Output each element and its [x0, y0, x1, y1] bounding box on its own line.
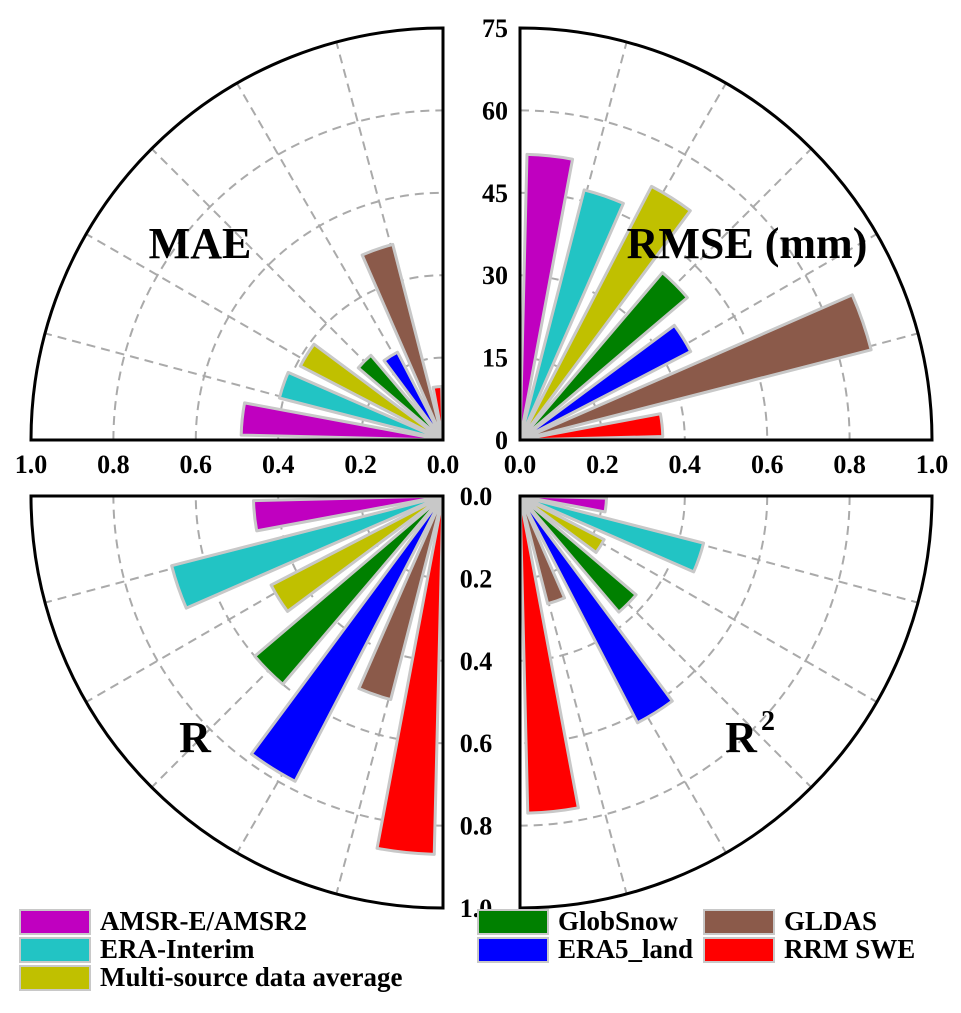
- rmse-tick-label: 0: [495, 426, 508, 455]
- rmse-quadrant: [518, 26, 934, 442]
- rmse-bar-era-interim: [518, 188, 625, 442]
- legend-swatch-multi-source-data-average: [19, 965, 91, 991]
- legend-label-era5-land: ERA5_land: [558, 934, 693, 964]
- mae-tick-label: 0.2: [344, 450, 377, 479]
- rmse-tick-label: 45: [482, 179, 508, 208]
- legend-label-amsr-e-amsr2: AMSR-E/AMSR2: [100, 906, 307, 936]
- r2-tick-label: 0.2: [586, 450, 619, 479]
- r-grid-arc: [194, 495, 444, 745]
- r-bar-amsr-e-amsr2: [252, 494, 445, 533]
- r2-bar-globsnow: [518, 494, 638, 614]
- mae-tick-label: 0.0: [427, 450, 460, 479]
- legend-swatch-globsnow: [477, 909, 549, 935]
- mae-grid-arc: [112, 109, 444, 441]
- rmse-grid-arc: [519, 274, 686, 441]
- r-grid-arc: [277, 495, 444, 662]
- r2-bar-multi-source-data-average: [518, 494, 606, 554]
- legend-label-globsnow: GlobSnow: [558, 906, 679, 936]
- r2-bar-amsr-e-amsr2: [518, 494, 608, 514]
- legend-swatch-era-interim: [19, 937, 91, 963]
- r2-tick-label: 0.0: [504, 450, 537, 479]
- mae-title: MAE: [149, 219, 252, 268]
- rmse-grid-arc: [519, 191, 769, 441]
- r2-bar-era-interim: [518, 494, 706, 574]
- mae-grid-arc: [194, 191, 444, 441]
- rmse-grid-arc: [519, 109, 851, 441]
- r2-tick-label: 0.4: [669, 450, 702, 479]
- mae-bar-era-interim: [277, 370, 445, 442]
- rmse-tick-label: 75: [482, 14, 508, 43]
- r2-bar-rrm-swe: [518, 494, 580, 815]
- r2-quadrant: [518, 494, 934, 910]
- rmse-bar-rrm-swe: [518, 412, 665, 442]
- mae-bar-globsnow: [356, 353, 445, 442]
- r-bar-era5-land: [249, 494, 445, 783]
- r-bar-multi-source-data-average: [269, 494, 445, 613]
- rmse-tick-label: 60: [482, 96, 508, 125]
- rmse-bar-amsr-e-amsr2: [518, 152, 575, 442]
- legend-swatch-rrm-swe: [703, 937, 775, 963]
- legend-swatch-amsr-e-amsr2: [19, 909, 91, 935]
- r2-grid-arc: [519, 495, 769, 745]
- legend-swatch-gldas: [703, 909, 775, 935]
- r-title: R: [179, 713, 212, 762]
- r-tick-label: 0.2: [460, 564, 493, 593]
- rmse-bar-era5-land: [518, 323, 693, 442]
- r-tick-label: 0.0: [460, 482, 493, 511]
- legend-swatch-era5-land: [477, 937, 549, 963]
- mae-tick-label: 0.8: [97, 450, 130, 479]
- rmse-bar-globsnow: [518, 271, 689, 442]
- rmse-title: RMSE (mm): [627, 219, 868, 268]
- mae-tick-label: 0.4: [262, 450, 295, 479]
- mae-frame: [29, 26, 445, 442]
- legend-label-multi-source-data-average: Multi-source data average: [100, 962, 402, 992]
- r-tick-label: 0.8: [460, 812, 493, 841]
- r2-tick-label: 0.6: [751, 450, 784, 479]
- mae-quadrant: [29, 26, 445, 442]
- r2-frame: [518, 494, 934, 910]
- r-frame: [29, 494, 445, 910]
- mae-tick-label: 1.0: [15, 450, 48, 479]
- r-bar-era-interim: [170, 494, 445, 610]
- mae-tick-label: 0.6: [180, 450, 213, 479]
- rmse-bar-multi-source-data-average: [518, 184, 692, 442]
- r2-title: R: [725, 713, 758, 762]
- r-bar-globsnow: [253, 494, 445, 686]
- r-bar-gldas: [357, 494, 445, 702]
- r2-tick-label: 0.8: [833, 450, 866, 479]
- legend-label-gldas: GLDAS: [784, 906, 877, 936]
- mae-bar-amsr-e-amsr2: [239, 401, 445, 442]
- legend-label-rrm-swe: RRM SWE: [784, 934, 915, 964]
- r2-grid-arc: [519, 495, 686, 662]
- rmse-tick-label: 15: [482, 344, 508, 373]
- legend-label-era-interim: ERA-Interim: [100, 934, 255, 964]
- r2-bar-gldas: [518, 494, 567, 606]
- mae-bar-gldas: [360, 242, 445, 442]
- mae-bar-era5-land: [382, 350, 445, 442]
- r2-title-superscript: 2: [761, 706, 775, 737]
- r-quadrant: [29, 494, 445, 910]
- r2-grid-arc: [519, 495, 851, 827]
- rmse-frame: [518, 26, 934, 442]
- mae-bar-multi-source-data-average: [298, 342, 445, 442]
- r-bar-rrm-swe: [375, 494, 445, 856]
- rmse-tick-label: 30: [482, 261, 508, 290]
- r2-tick-label: 1.0: [916, 450, 949, 479]
- rmse-bar-gldas: [518, 293, 873, 442]
- r-tick-label: 0.6: [460, 729, 493, 758]
- r-tick-label: 0.4: [460, 647, 493, 676]
- r-grid-arc: [112, 495, 444, 827]
- r2-bar-era5-land: [518, 494, 674, 725]
- mae-grid-arc: [277, 274, 444, 441]
